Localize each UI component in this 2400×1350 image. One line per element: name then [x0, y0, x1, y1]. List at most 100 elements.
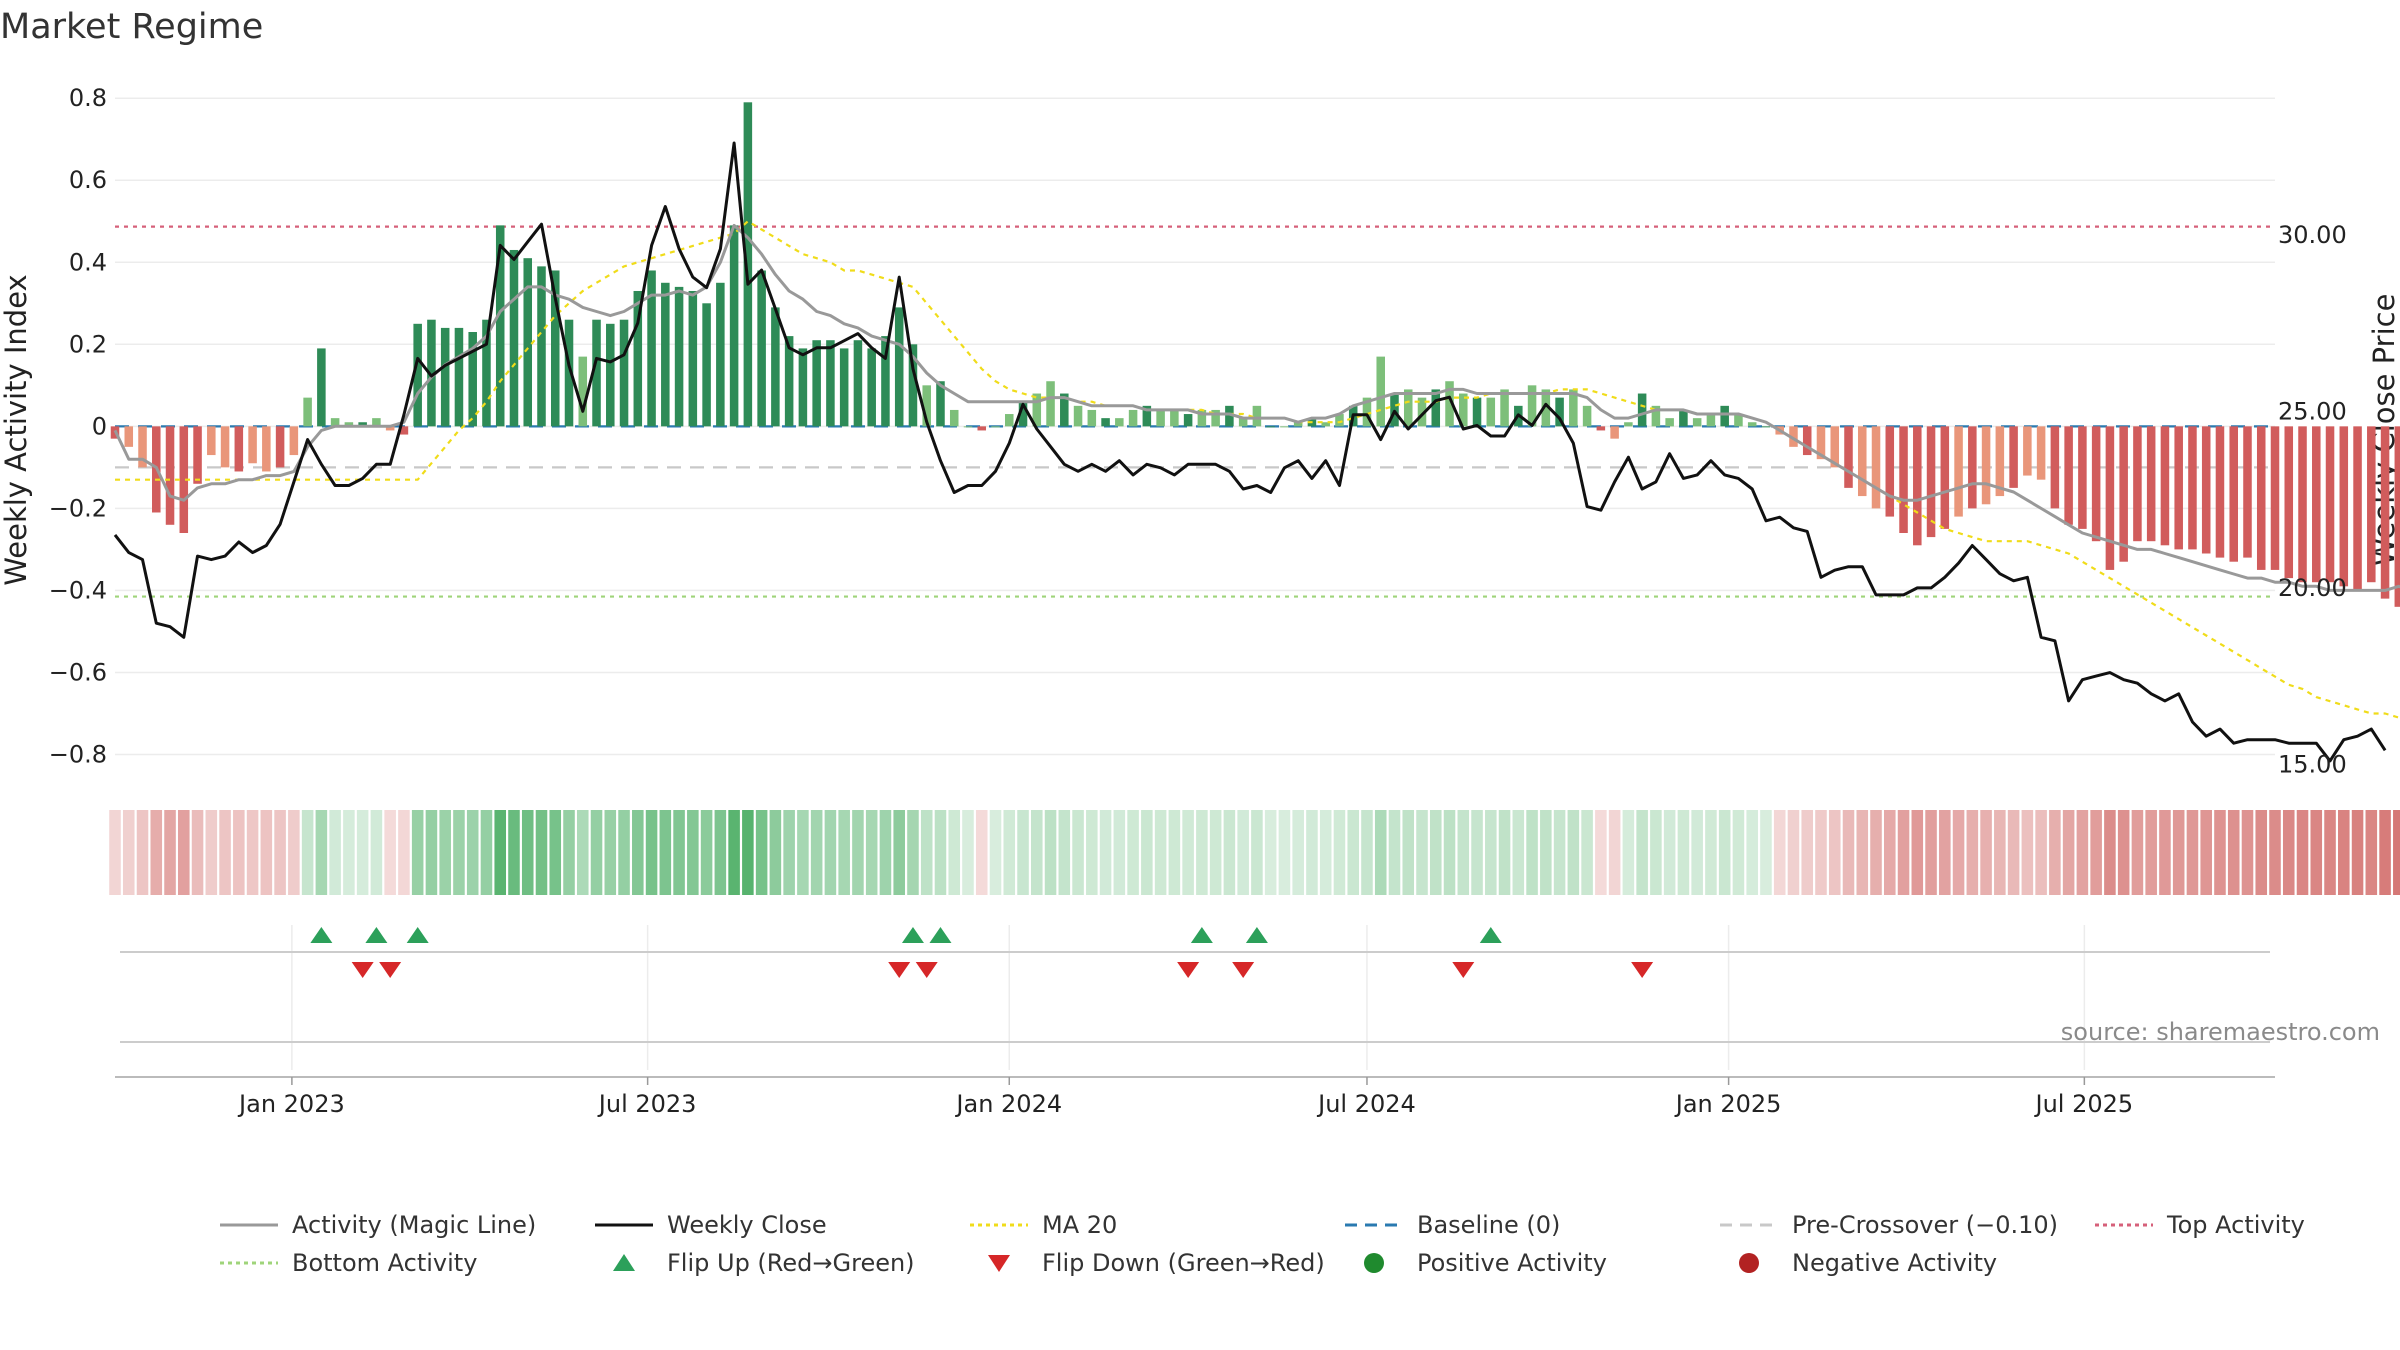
activity-bar	[2270, 426, 2280, 570]
activity-bar	[248, 426, 257, 464]
regime-strip-cell	[233, 810, 245, 895]
activity-bar	[1472, 397, 1482, 427]
legend-item: Positive Activity	[1364, 1249, 1607, 1277]
regime-strip-cell	[2062, 810, 2075, 895]
regime-strip-cell	[1746, 810, 1758, 895]
regime-strip-cell	[1113, 810, 1126, 895]
activity-bar	[1871, 426, 1881, 509]
regime-strip-cell	[824, 810, 837, 895]
flip-down-marker	[1177, 962, 1200, 978]
regime-strip-cell	[2365, 810, 2378, 895]
regime-strip-cell	[329, 810, 341, 895]
activity-bar	[2353, 426, 2362, 591]
legend-item: Flip Down (Green→Red)	[988, 1249, 1325, 1277]
legend: Activity (Magic Line) Weekly Close MA 20 Ba…	[220, 1211, 2305, 1277]
regime-strip-cell	[2269, 810, 2281, 895]
regime-strip-cell	[1842, 810, 1855, 895]
activity-bar	[812, 340, 821, 427]
regime-strip-cell	[879, 810, 892, 895]
activity-bar	[2394, 426, 2400, 607]
x-tick-label: Jul 2023	[597, 1090, 697, 1118]
regime-strip-cell	[164, 810, 176, 895]
activity-bar	[1541, 389, 1551, 427]
flip-up-marker	[929, 927, 952, 943]
activity-bar	[784, 336, 794, 427]
regime-strip-cell	[1512, 810, 1525, 895]
regime-strip-cell	[1072, 810, 1084, 895]
activity-bar	[1940, 426, 1950, 529]
activity-bars	[110, 102, 2400, 607]
activity-bar	[1665, 418, 1674, 427]
grid-lines	[115, 97, 2275, 1070]
activity-bar	[729, 225, 739, 427]
regime-strip-cell	[1209, 810, 1222, 895]
activity-bar	[1486, 397, 1496, 427]
activity-bar	[317, 348, 326, 427]
regime-strip-cell	[2186, 810, 2199, 895]
regime-strip-cell	[1801, 810, 1814, 895]
regime-strip-cell	[728, 810, 740, 895]
legend-label: Positive Activity	[1417, 1249, 1607, 1277]
regime-strip-cell	[1815, 810, 1827, 895]
flip-up-marker	[365, 927, 388, 943]
regime-strip-cell	[1182, 810, 1194, 895]
activity-bar	[2367, 426, 2376, 583]
activity-bar	[1569, 389, 1578, 427]
regime-strip-cell	[549, 810, 562, 895]
regime-strip-cell	[2117, 810, 2130, 895]
regime-strip-cell	[274, 810, 286, 895]
regime-strip-cell	[893, 810, 905, 895]
regime-strip-cell	[810, 810, 823, 895]
activity-bar	[275, 426, 285, 468]
activity-bar	[619, 319, 629, 427]
activity-bar	[1899, 426, 1908, 533]
activity-bar	[262, 426, 271, 472]
regime-strip-cell	[1732, 810, 1745, 895]
activity-bar	[1018, 401, 1028, 427]
activity-bar	[881, 336, 890, 427]
regime-strip-cell	[632, 810, 644, 895]
regime-strip-cell	[1787, 810, 1800, 895]
regime-strip-cell	[2172, 810, 2185, 895]
activity-bar	[661, 282, 670, 427]
legend-item: Weekly Close	[595, 1211, 827, 1239]
activity-bar	[991, 426, 1000, 428]
activity-bar	[771, 307, 780, 427]
activity-bar	[2009, 426, 2018, 488]
regime-strip-cell	[1361, 810, 1373, 895]
regime-strip-cell	[1897, 810, 1910, 895]
flip-up-marker	[1190, 927, 1213, 943]
activity-bar	[2312, 426, 2321, 583]
regime-strip-cell	[1416, 810, 1428, 895]
regime-strip-cell	[1485, 810, 1497, 895]
activity-bar	[1624, 422, 1633, 427]
activity-bar	[1954, 426, 1963, 517]
regime-strip-cell	[150, 810, 163, 895]
y-tick-label: 0.4	[69, 248, 107, 276]
ma20-line	[115, 220, 2400, 720]
legend-item: Pre-Crossover (−0.10)	[1720, 1211, 2058, 1239]
regime-strip-cell	[1471, 810, 1483, 895]
activity-bar	[716, 282, 725, 427]
y-tick-label: 0.2	[69, 330, 107, 358]
regime-strip-cell	[1718, 810, 1731, 895]
y2-tick-label: 25.00	[2278, 397, 2347, 425]
regime-strip-cell	[453, 810, 465, 895]
activity-bar	[1555, 397, 1564, 427]
regime-strip-cell	[2310, 810, 2323, 895]
regime-strip-cell	[1663, 810, 1676, 895]
activity-bar	[1046, 381, 1055, 427]
activity-bar	[1789, 426, 1798, 447]
legend-item: Baseline (0)	[1345, 1211, 1560, 1239]
regime-strip-cell	[1553, 810, 1566, 895]
activity-bar	[1156, 409, 1165, 427]
regime-strip-cell	[384, 810, 396, 895]
regime-strip-cell	[1127, 810, 1139, 895]
activity-bar	[1073, 405, 1083, 427]
regime-strip-cell	[439, 810, 451, 895]
regime-strip-cell	[1911, 810, 1924, 895]
activity-bar	[1032, 393, 1042, 427]
regime-strip-cell	[687, 810, 699, 895]
chart-title: Market Regime	[0, 7, 263, 47]
regime-strip-cell	[356, 810, 369, 895]
